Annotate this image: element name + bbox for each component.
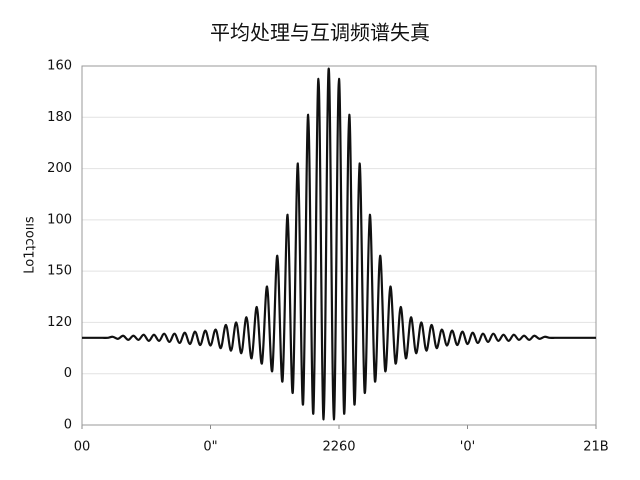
- y-tick-label: 0: [64, 366, 72, 381]
- y-tick-label: 100: [47, 212, 72, 227]
- y-tick-label: 120: [47, 315, 72, 330]
- x-tick-label: 00: [74, 440, 91, 455]
- signal-line: [82, 67, 596, 421]
- y-axis-label: Lo1ʇɔoııs: [23, 216, 38, 274]
- y-tick-label: 180: [47, 110, 72, 125]
- plot-frame: [81, 65, 597, 426]
- y-tick-label: 160: [47, 59, 72, 74]
- y-tick-label: 150: [47, 264, 72, 279]
- x-tick-label: 21B: [583, 440, 608, 455]
- y-tick-label: 0: [64, 418, 72, 433]
- x-tick-label: '0': [460, 440, 475, 455]
- y-tick-label: 200: [47, 161, 72, 176]
- x-tick-label: 2260: [322, 440, 355, 455]
- x-tick-label: 0": [203, 440, 217, 455]
- chart-title: 平均处理与互调频谱失真: [210, 21, 430, 45]
